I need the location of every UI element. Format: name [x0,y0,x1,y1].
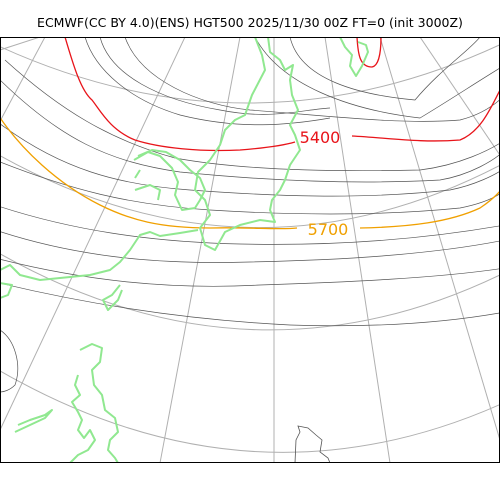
coastline [339,37,369,77]
coastline [79,343,119,463]
parallel-line [0,370,500,453]
contour-line [99,37,331,115]
coastline [14,409,53,433]
contour-label-5700: 5700 [308,220,349,239]
contour-5400-line [351,89,500,142]
contour-5700-line [359,190,500,229]
contour-line [4,59,500,172]
meridian-line [0,37,41,51]
contour-5400 [64,37,500,152]
contour-line [0,259,500,287]
graticule [0,37,500,463]
parallel-line [0,253,500,331]
parallel-line [0,44,500,104]
contour-line [0,282,500,327]
contour-line [289,37,481,101]
contour-line [0,231,500,263]
contour-line [254,37,500,119]
contour-line [0,79,500,183]
contour-label-5400: 5400 [300,128,341,147]
meridian-line [0,37,46,122]
contour-line [0,161,500,215]
coastline [133,149,206,211]
contour-line [84,37,331,126]
map-panel: 5400 5700 [0,37,500,463]
gray-contours [0,37,500,393]
contour-line [0,329,19,393]
contour-5400-line [64,37,296,152]
meridian-line [0,37,186,431]
island-outline [294,425,331,463]
coastlines [0,37,369,463]
contour-5700 [0,117,500,230]
meridian-line [324,37,391,463]
coastline [0,229,199,281]
contour-5700-line [0,117,298,230]
coastline [134,184,161,201]
meridian-line [379,37,500,441]
map-title: ECMWF(CC BY 4.0)(ENS) HGT500 2025/11/30 … [37,15,463,30]
contour-5400-line [356,37,382,68]
coastline [194,37,301,251]
coastline [0,282,13,299]
meridian-line [159,37,241,463]
contour-line [124,37,500,122]
contour-line [0,123,500,197]
coastline [69,374,96,463]
coastline [134,169,141,179]
contour-line [0,206,500,245]
coastline [102,284,123,311]
meridian-line [419,37,500,156]
